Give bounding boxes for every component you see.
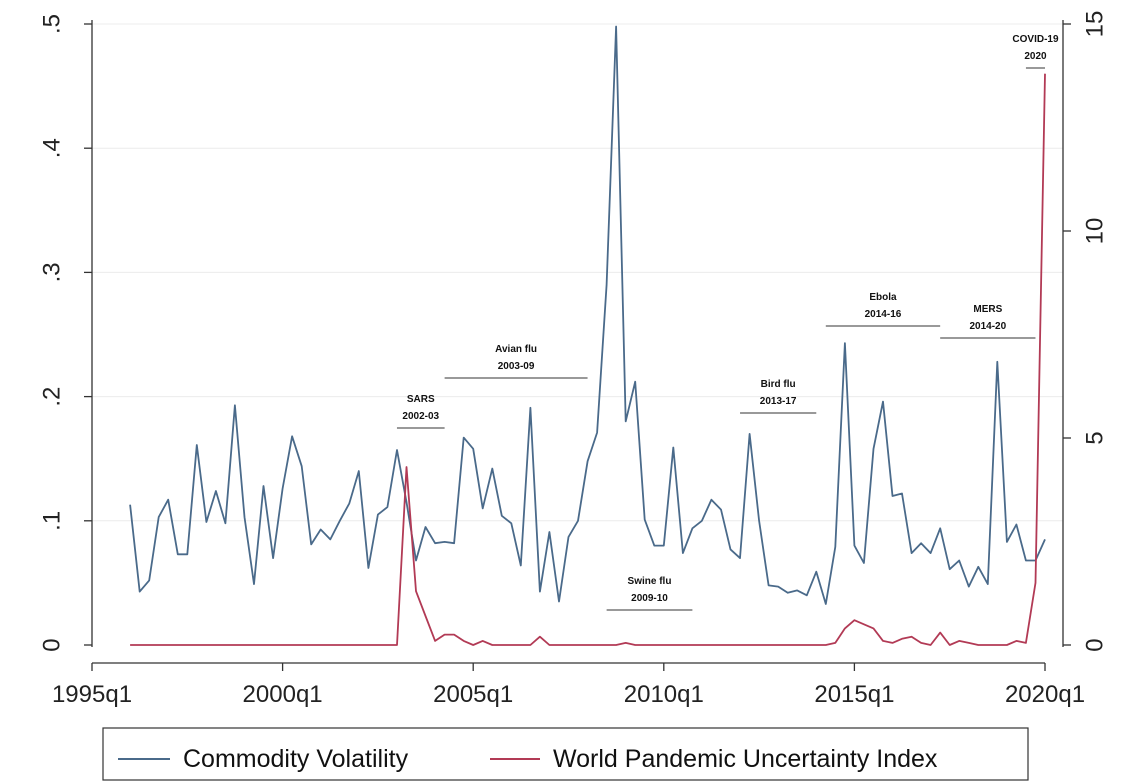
annotation-period: 2020 [1024,51,1047,62]
annotation-bird-flu: Bird flu 2013-17 [740,379,817,414]
plot-area [90,18,1065,663]
y-left-tick-label: 0 [39,638,66,651]
annotation-avian-flu: Avian flu 2003-09 [444,344,588,379]
annotation-period: 2009-10 [631,593,668,604]
y-left-tick-label: .5 [39,14,66,34]
annotation-name: MERS [973,304,1002,315]
x-tick-label: 2000q1 [243,681,323,708]
annotation-name: Avian flu [495,344,537,355]
annotation-name: Bird flu [761,379,796,390]
annotation-period: 2014-16 [865,309,902,320]
annotation-name: Swine flu [628,576,672,587]
annotations: SARS 2002-03 Avian flu 2003-09 Swine flu 2009… [396,34,1059,611]
x-tick-label: 2005q1 [433,681,513,708]
annotation-period: 2003-09 [498,361,535,372]
annotation-sars: SARS 2002-03 [396,394,445,429]
legend-box [102,727,1029,781]
axes: 0 .1 .2 .3 .4 .5 0 5 10 15 1995q1 2000q1 2005q1 2010q… [39,11,1109,708]
y-right-tick-label: 15 [1082,11,1109,38]
annotation-ebola: Ebola 2014-16 [825,292,941,327]
x-tick-label: 2020q1 [1005,681,1085,708]
annotation-name: SARS [407,394,435,405]
x-tick-label: 1995q1 [52,681,132,708]
annotation-swine-flu: Swine flu 2009-10 [606,576,693,611]
annotation-period: 2002-03 [402,411,439,422]
series-line-commodity-volatility [129,25,1046,605]
y-right-tick-label: 5 [1082,431,1109,444]
y-right-tick-label: 10 [1082,218,1109,245]
annotation-name: Ebola [869,292,897,303]
y-left-tick-label: .4 [39,138,66,158]
annotation-mers: MERS 2014-20 [940,304,1036,339]
y-right-tick-label: 0 [1082,638,1109,651]
annotation-period: 2014-20 [969,321,1006,332]
series-line-world-pandemic-uncertainty-index [130,73,1046,646]
annotation-period: 2013-17 [760,396,797,407]
grid [92,23,1063,522]
series [129,25,1046,646]
y-left-tick-label: .2 [39,387,66,407]
x-tick-label: 2010q1 [624,681,704,708]
legend-label: World Pandemic Uncertainty Index [553,745,938,773]
legend: Commodity Volatility World Pandemic Uncer… [102,727,1029,781]
legend-label: Commodity Volatility [183,745,409,773]
y-left-tick-label: .3 [39,262,66,282]
annotation-covid-19: COVID-19 2020 [1012,34,1059,69]
annotation-name: COVID-19 [1012,34,1059,45]
x-tick-label: 2015q1 [814,681,894,708]
y-left-tick-label: .1 [39,511,66,531]
